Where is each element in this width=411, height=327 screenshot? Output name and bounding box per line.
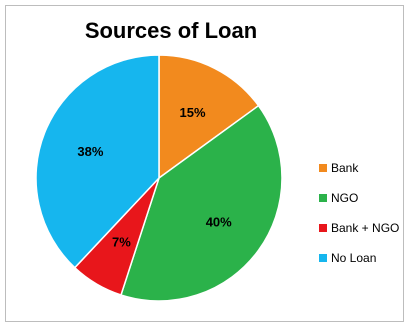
legend-swatch-bank-ngo [319,224,327,232]
chart-title: Sources of Loan [84,18,258,43]
legend-label-ngo: NGO [331,191,359,205]
legend-label-bank: Bank [331,161,359,175]
legend-label-no-loan: No Loan [331,251,377,265]
pie-slice-ngo [120,104,283,302]
pie-slice-bank [158,54,260,180]
legend-item-bank-ngo: Bank + NGO [319,213,399,243]
chart-frame: Sources of Loan 15% 40% 7% 38% Bank NGO Ban… [5,5,404,322]
data-label-ngo: 40% [206,214,232,229]
legend-item-ngo: NGO [319,183,399,213]
legend-item-no-loan: No Loan [319,243,399,273]
legend-swatch-ngo [319,194,327,202]
data-label-bank: 15% [179,105,205,120]
pie-chart: 15% 40% 7% 38% [35,54,283,302]
pie-slice-no-loan [35,54,160,269]
legend: Bank NGO Bank + NGO No Loan [319,153,399,273]
data-label-bank-ngo: 7% [112,235,131,250]
legend-item-bank: Bank [319,153,399,183]
data-label-no-loan: 38% [77,144,103,159]
legend-swatch-no-loan [319,254,327,262]
legend-label-bank-ngo: Bank + NGO [331,221,400,235]
legend-swatch-bank [319,164,327,172]
